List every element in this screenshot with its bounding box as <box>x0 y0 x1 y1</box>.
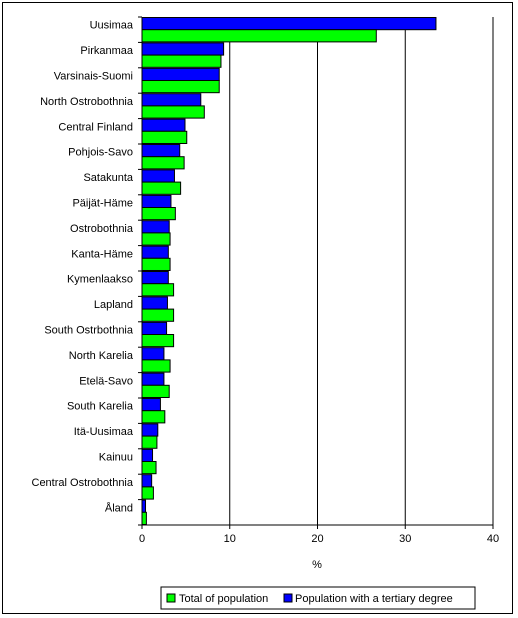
bars <box>141 17 437 525</box>
bar-total-13 <box>141 359 171 373</box>
category-label-6: Satakunta <box>83 172 133 184</box>
category-label-14: Etelä-Savo <box>79 375 133 387</box>
bar-total-10 <box>141 283 175 297</box>
x-tick-label-40: 40 <box>487 533 499 545</box>
bar-tertiary-18 <box>141 474 153 488</box>
bar-total-18 <box>141 486 154 500</box>
x-tick-labels: 0 10 20 30 40 <box>139 533 499 545</box>
legend-entry-total: Total of population <box>179 593 268 605</box>
bar-tertiary-0 <box>141 17 437 31</box>
bar-tertiary-13 <box>141 347 165 361</box>
legend-swatch-total <box>166 593 176 603</box>
bar-total-3 <box>141 105 205 119</box>
bar-chart: Uusimaa Pirkanmaa Varsinais-Suomi North Ost… <box>32 16 499 610</box>
bar-tertiary-9 <box>141 245 169 259</box>
bar-total-12 <box>141 334 175 348</box>
bar-tertiary-6 <box>141 169 175 183</box>
x-axis-label: % <box>312 559 322 571</box>
x-tick-label-20: 20 <box>311 533 323 545</box>
bar-total-16 <box>141 435 158 449</box>
category-label-11: Lapland <box>94 299 133 311</box>
category-label-3: North Ostrobothnia <box>40 96 134 108</box>
chart-frame: Uusimaa Pirkanmaa Varsinais-Suomi North Ost… <box>2 2 513 614</box>
bar-total-14 <box>141 384 170 398</box>
category-label-17: Kainuu <box>99 452 133 464</box>
bar-tertiary-17 <box>141 448 154 463</box>
category-label-12: South Ostrbothnia <box>44 325 134 337</box>
bar-tertiary-2 <box>141 67 220 81</box>
category-label-5: Pohjois-Savo <box>68 147 133 159</box>
category-label-9: Kanta-Häme <box>71 248 133 260</box>
category-label-1: Pirkanmaa <box>80 45 133 57</box>
bar-total-19 <box>141 511 147 525</box>
category-labels: Uusimaa Pirkanmaa Varsinais-Suomi North Ost… <box>32 20 134 515</box>
category-label-13: North Karelia <box>69 350 134 362</box>
bar-total-4 <box>141 130 188 144</box>
category-label-2: Varsinais-Suomi <box>54 71 133 83</box>
bar-total-0 <box>141 29 377 43</box>
bar-total-5 <box>141 156 185 170</box>
category-label-0: Uusimaa <box>90 20 134 32</box>
bar-tertiary-11 <box>141 296 168 310</box>
legend-entry-tertiary: Population with a tertiary degree <box>295 593 453 605</box>
bar-total-11 <box>141 308 175 322</box>
grid-lines <box>229 17 494 525</box>
legend: Total of population Population with a te… <box>160 586 476 610</box>
category-label-10: Kymenlaakso <box>67 274 133 286</box>
category-label-4: Central Finland <box>58 121 133 133</box>
legend-box <box>160 586 476 610</box>
bar-total-7 <box>141 207 176 221</box>
bar-tertiary-1 <box>141 42 225 56</box>
bar-total-1 <box>141 54 222 68</box>
category-label-8: Ostrobothnia <box>70 223 134 235</box>
bar-tertiary-10 <box>141 271 169 285</box>
bar-total-8 <box>141 232 171 246</box>
bar-total-9 <box>141 257 171 271</box>
bar-total-17 <box>141 461 157 475</box>
bar-tertiary-8 <box>141 220 170 234</box>
bar-tertiary-19 <box>141 499 147 513</box>
bar-tertiary-4 <box>141 118 186 132</box>
legend-swatch-tertiary <box>283 593 293 603</box>
category-label-7: Päijät-Häme <box>72 198 133 210</box>
category-label-15: South Karelia <box>67 401 134 413</box>
bar-tertiary-15 <box>141 398 161 412</box>
x-tick-label-0: 0 <box>139 533 145 545</box>
bar-tertiary-14 <box>141 372 165 386</box>
bar-total-2 <box>141 80 220 94</box>
bar-tertiary-16 <box>141 423 159 437</box>
category-label-18: Central Ostrobothnia <box>32 477 134 489</box>
bar-tertiary-3 <box>141 93 202 107</box>
bar-total-6 <box>141 181 182 195</box>
category-label-19: Åland <box>105 501 133 514</box>
bar-tertiary-12 <box>141 321 168 336</box>
bar-total-15 <box>141 410 166 424</box>
bar-tertiary-5 <box>141 144 181 158</box>
category-label-16: Itä-Uusimaa <box>74 426 134 438</box>
x-tick-label-30: 30 <box>399 533 411 545</box>
x-tick-label-10: 10 <box>224 533 236 545</box>
axes <box>138 16 494 529</box>
bar-tertiary-7 <box>141 194 172 208</box>
